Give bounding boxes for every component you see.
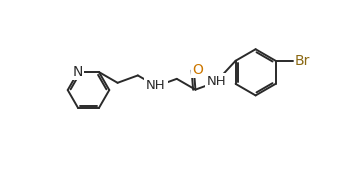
Text: O: O: [192, 63, 203, 77]
Text: Br: Br: [295, 54, 310, 68]
Text: N: N: [73, 65, 83, 79]
Text: H: H: [152, 79, 161, 92]
Text: N: N: [148, 79, 157, 92]
Text: NH: NH: [146, 79, 165, 92]
Text: NH: NH: [207, 75, 226, 88]
